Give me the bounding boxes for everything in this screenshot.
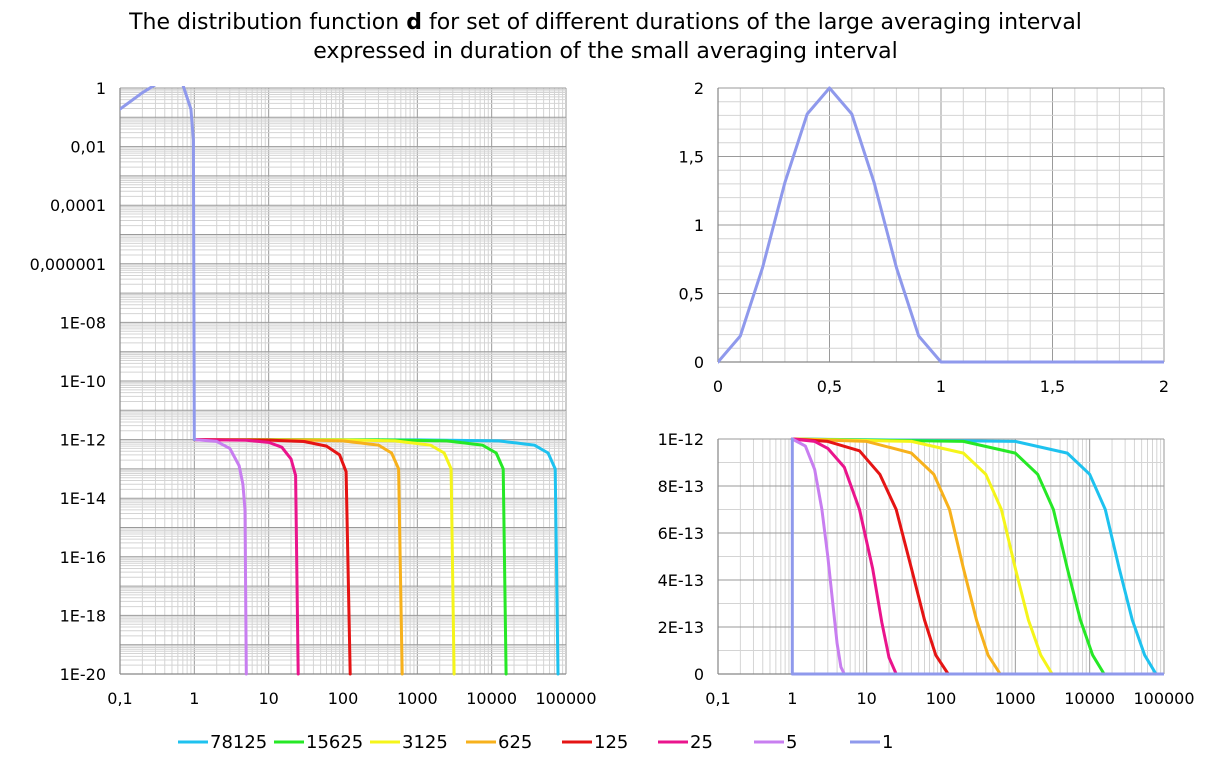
title-text-part1: The distribution function xyxy=(129,10,407,35)
x-tick-label: 1,5 xyxy=(1040,377,1065,396)
x-tick-label: 100 xyxy=(328,689,359,708)
top-right-grid xyxy=(717,87,1165,363)
chart-title-line2: expressed in duration of the small avera… xyxy=(313,39,898,64)
y-tick-label: 1E-20 xyxy=(60,665,106,684)
series-line-25 xyxy=(790,437,898,676)
y-tick-label: 0,5 xyxy=(679,285,704,304)
y-tick-label: 1 xyxy=(96,79,106,98)
bottom-right-grid xyxy=(717,438,1165,675)
x-tick-label: 1 xyxy=(787,689,797,708)
y-tick-label: 1,5 xyxy=(679,148,704,167)
top-right-series-lines xyxy=(718,86,1164,364)
bottom-right-panel-chart: 0,1 1 10 100 1000 10000 100000 1E-12 8E-13 6E-13 4… xyxy=(658,430,1195,708)
series-line-15625 xyxy=(790,437,1106,676)
x-tick-label: 10000 xyxy=(1064,689,1115,708)
series-line-1 xyxy=(120,86,196,442)
y-tick-label: 1E-16 xyxy=(60,548,106,567)
series-line-5 xyxy=(790,437,846,676)
y-tick-label: 2 xyxy=(694,79,704,98)
series-line-1 xyxy=(790,437,1164,676)
legend-label-1: 1 xyxy=(882,732,893,753)
x-tick-label: 1 xyxy=(189,689,199,708)
left-grid xyxy=(119,87,567,675)
chart-title: The distribution function d for set of d… xyxy=(0,8,1211,66)
y-tick-label: 2E-13 xyxy=(658,618,704,637)
series-line-25 xyxy=(192,438,300,676)
y-tick-label: 8E-13 xyxy=(658,477,704,496)
y-tick-label: 6E-13 xyxy=(658,524,704,543)
y-tick-label: 0,0001 xyxy=(50,196,106,215)
y-tick-label: 1E-10 xyxy=(60,372,106,391)
legend-label-25: 25 xyxy=(690,732,713,753)
x-tick-label: 0,5 xyxy=(817,377,842,396)
y-tick-label: 1E-08 xyxy=(60,313,106,332)
y-tick-label: 1E-12 xyxy=(60,431,106,450)
y-tick-label: 0 xyxy=(694,353,704,372)
legend-label-125: 125 xyxy=(594,732,628,753)
x-tick-label: 1000 xyxy=(995,689,1036,708)
legend-label-78125: 78125 xyxy=(210,732,267,753)
series-line-78125 xyxy=(790,437,1158,676)
x-tick-label: 0 xyxy=(713,377,723,396)
x-tick-label: 10 xyxy=(258,689,278,708)
x-tick-label: 10 xyxy=(856,689,876,708)
x-tick-label: 100000 xyxy=(1133,689,1194,708)
y-tick-label: 1 xyxy=(694,216,704,235)
x-tick-label: 1 xyxy=(936,377,946,396)
series-line-3125 xyxy=(790,437,1054,676)
legend: 78125 15625 3125 625 125 25 5 1 xyxy=(178,732,893,753)
x-tick-label: 2 xyxy=(1159,377,1169,396)
x-tick-label: 10000 xyxy=(466,689,517,708)
series-line-125 xyxy=(790,437,950,676)
y-tick-label: 0,000001 xyxy=(30,255,106,274)
series-line-125 xyxy=(192,438,352,676)
x-tick-label: 100 xyxy=(926,689,957,708)
legend-label-625: 625 xyxy=(498,732,532,753)
bottom-right-series-lines xyxy=(790,437,1164,676)
chart-title-line1: The distribution function d for set of d… xyxy=(0,8,1211,37)
y-tick-label: 4E-13 xyxy=(658,571,704,590)
legend-label-3125: 3125 xyxy=(402,732,448,753)
left-series-lines xyxy=(120,86,560,676)
legend-label-15625: 15625 xyxy=(306,732,363,753)
x-tick-label: 0,1 xyxy=(705,689,730,708)
top-right-panel-chart: 0 0,5 1 1,5 2 2 1,5 1 0,5 0 xyxy=(679,79,1170,396)
x-tick-label: 0,1 xyxy=(107,689,132,708)
x-tick-label: 100000 xyxy=(535,689,596,708)
left-panel-chart: 0,1 1 10 100 1000 10000 100000 1 0,01 0,0001 0,000… xyxy=(30,79,597,708)
y-tick-label: 0 xyxy=(694,665,704,684)
legend-label-5: 5 xyxy=(786,732,797,753)
series-line-5 xyxy=(192,438,248,676)
y-tick-label: 1E-14 xyxy=(60,489,106,508)
x-tick-label: 1000 xyxy=(397,689,438,708)
series-line-1 xyxy=(718,86,1164,364)
y-tick-label: 1E-18 xyxy=(60,606,106,625)
y-tick-label: 0,01 xyxy=(70,138,106,157)
y-tick-label: 1E-12 xyxy=(658,430,704,449)
series-line-625 xyxy=(790,437,1002,676)
title-bold-symbol: d xyxy=(406,10,422,35)
title-text-part2: for set of different durations of the la… xyxy=(421,10,1082,35)
